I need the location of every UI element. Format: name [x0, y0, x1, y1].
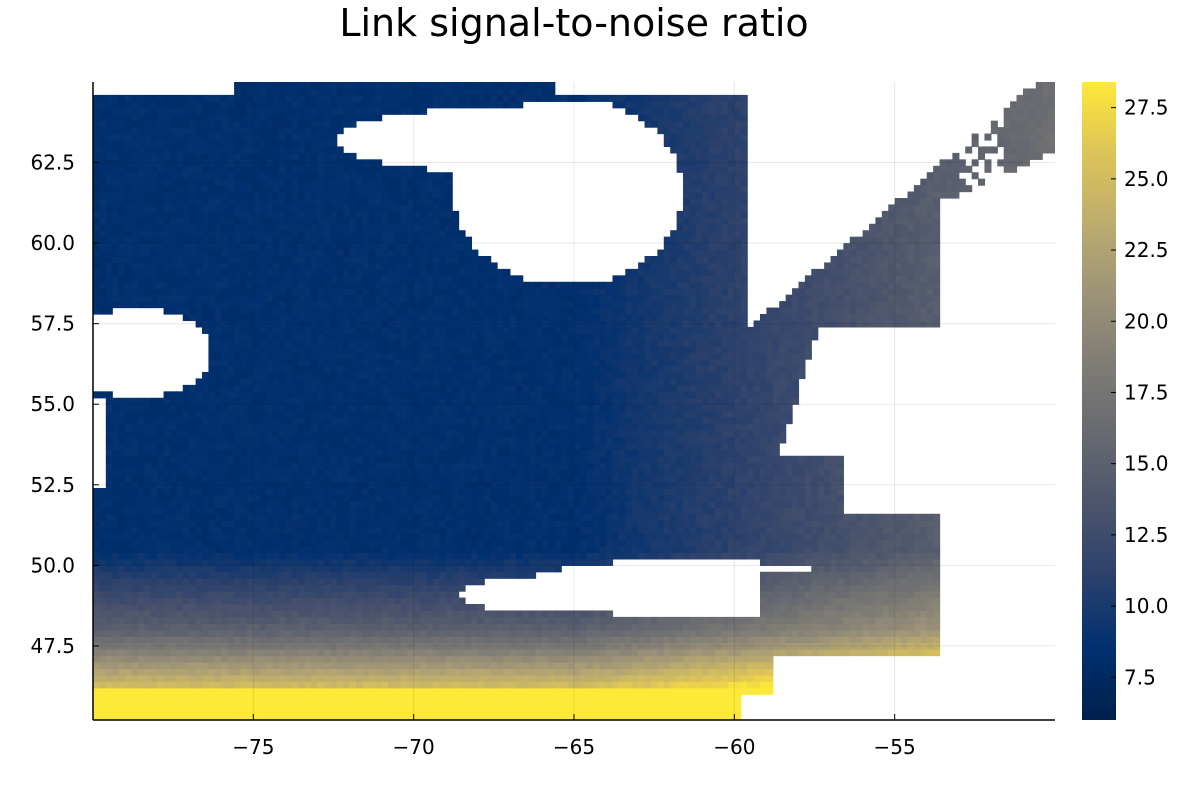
chart-title: Link signal-to-noise ratio — [339, 1, 809, 45]
y-tick-label: 55.0 — [30, 392, 75, 416]
y-tick-label: 60.0 — [30, 231, 75, 255]
colorbar-tick-label: 27.5 — [1124, 96, 1169, 120]
x-tick-label: −75 — [232, 735, 274, 759]
colorbar-tick-label: 20.0 — [1124, 309, 1169, 333]
x-tick-label: −65 — [553, 735, 595, 759]
colorbar-tick-label: 25.0 — [1124, 167, 1169, 191]
y-tick-label: 62.5 — [30, 151, 75, 175]
colorbar-tick-label: 7.5 — [1124, 665, 1156, 689]
grid-lines — [93, 82, 1055, 720]
x-tick-label: −70 — [393, 735, 435, 759]
colorbar-tick-label: 10.0 — [1124, 594, 1169, 618]
colorbar-gradient — [1082, 82, 1116, 720]
colorbar: 7.5 10.0 12.5 15.0 17.5 20.0 22.5 25.0 27.5 — [1082, 82, 1169, 720]
colorbar-tick-label: 12.5 — [1124, 523, 1169, 547]
colorbar-tick-label: 17.5 — [1124, 380, 1169, 404]
x-tick-label: −60 — [713, 735, 755, 759]
y-tick-label: 47.5 — [30, 634, 75, 658]
y-tick-label: 50.0 — [30, 553, 75, 577]
axes: −75 −70 −65 −60 −55 47.5 50.0 52.5 55.0 57.5 60.0 6… — [30, 82, 1055, 759]
colorbar-tick-label: 22.5 — [1124, 238, 1169, 262]
heatmap-layer — [93, 82, 1055, 720]
y-tick-label: 57.5 — [30, 312, 75, 336]
y-tick-label: 52.5 — [30, 473, 75, 497]
x-tick-label: −55 — [874, 735, 916, 759]
colorbar-tick-label: 15.0 — [1124, 452, 1169, 476]
